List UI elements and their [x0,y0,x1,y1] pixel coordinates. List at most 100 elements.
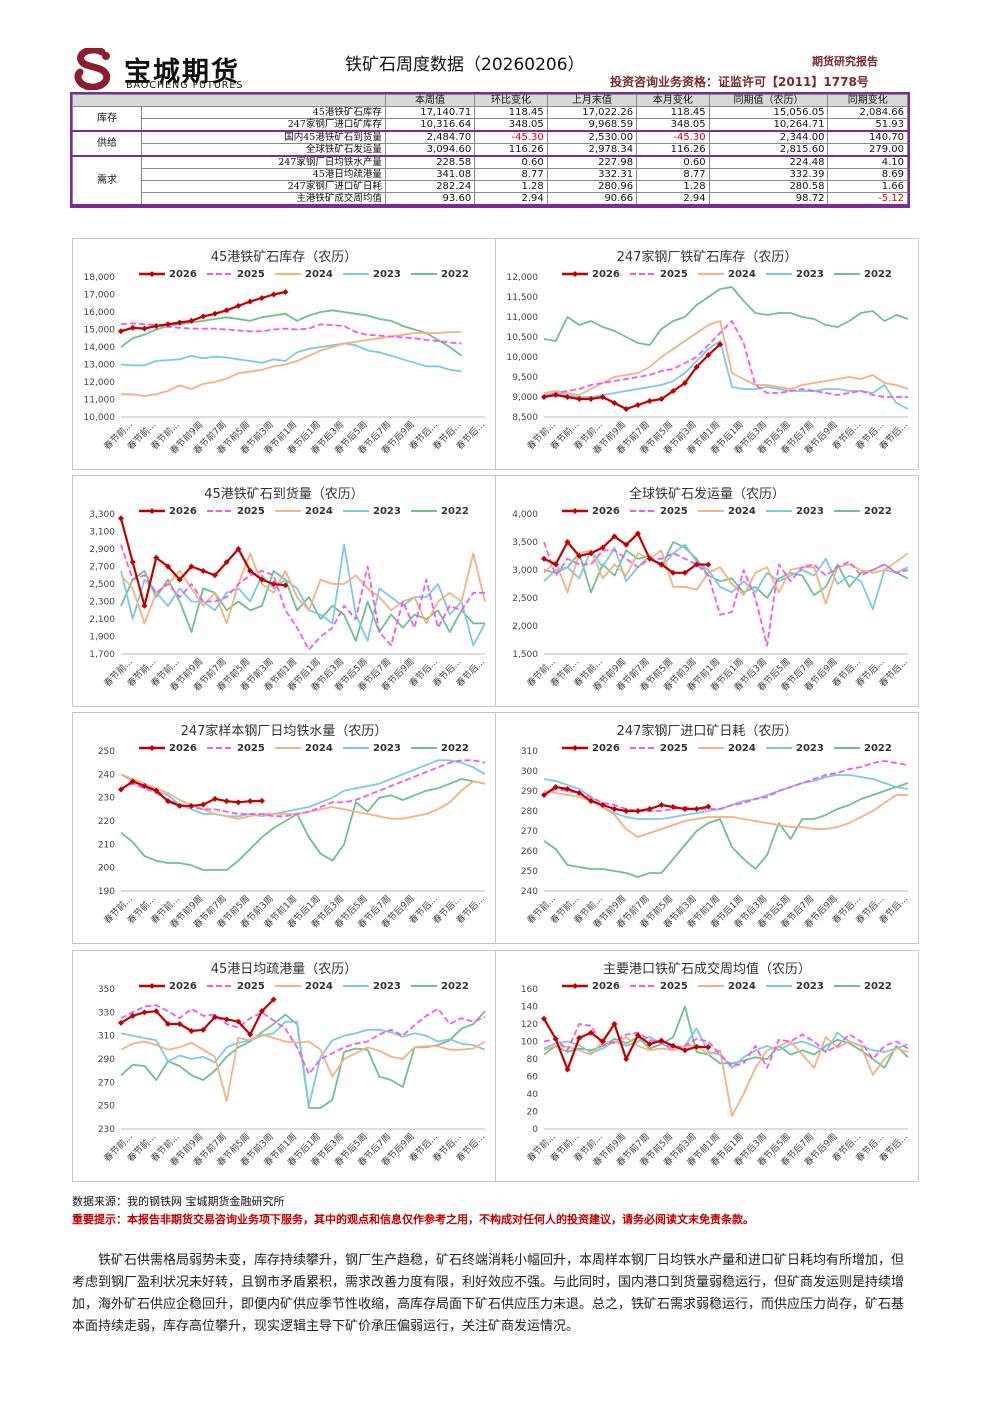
data-point-2026 [576,790,583,796]
data-point-2026 [670,804,677,810]
data-point-2026 [164,798,171,805]
data-point-2026 [211,795,218,802]
series-line-2025 [543,1023,909,1069]
legend-label: 2025 [237,981,265,992]
table-row-label: 45港日均疏港量 [141,168,386,181]
table-row-label: 主港铁矿成交周均值 [141,192,386,206]
series-line-2024 [543,320,909,396]
legend-marker [572,271,578,277]
data-point-2026 [141,602,148,609]
table-header-cell: 本周值 [384,94,476,107]
chart-panel: 全球铁矿石发运量（农历） 1,500 2,000 2,500 3,000 3,500 4,0… [495,475,919,707]
data-point-2026 [176,576,183,583]
data-point-2026 [705,1044,712,1051]
data-point-2026 [153,323,160,329]
table-header-cell: 同期变化 [827,94,908,107]
y-tick-label: 2,500 [89,580,115,590]
series-line-2025 [120,322,462,345]
chart-panel: 45港铁矿石到货量（农历） 1,700 1,900 2,100 2,300 2,500 2,… [72,475,496,707]
series-line-2024 [543,1036,909,1117]
data-point-2026 [541,555,547,562]
y-tick-label: 260 [521,847,538,857]
legend-label: 2022 [441,981,469,992]
series-line-2024 [121,331,462,397]
data-point-2026 [693,364,700,370]
data-point-2026 [141,1009,148,1016]
legend-label: 2023 [796,981,824,992]
data-point-2026 [211,310,218,317]
table-value-cell: 0.60 [636,155,710,169]
data-point-2026 [153,554,160,561]
legend-label: 2022 [441,506,469,517]
table-row-label: 247家钢厂进口矿库存 [141,118,386,132]
data-point-2026 [670,1042,677,1049]
legend-label: 2024 [305,981,333,992]
data-point-2026 [658,1037,665,1044]
table-value-cell: 116.26 [474,143,548,157]
series-line-2025 [120,1004,486,1076]
data-point-2026 [164,1021,171,1027]
legend-label: 2022 [864,269,892,280]
chart-title: 45港铁矿石到货量（农历） [204,486,364,502]
table-value-cell: 224.48 [708,155,829,169]
y-tick-label: 60 [527,1073,539,1083]
data-point-2026 [576,396,583,402]
y-tick-label: 2,100 [89,615,115,625]
table-row: 供给 国内45港铁矿石到货量 2,484.70 -45.30 2,530.00 -45.3… [72,130,908,157]
table-value-cell: 118.45 [636,106,710,119]
y-tick-label: 20 [527,1108,539,1118]
data-point-2026 [141,783,148,789]
legend-label: 2023 [373,269,401,280]
document-title: 铁矿石周度数据（20260206） [345,55,585,75]
y-tick-label: 1,700 [89,650,115,660]
data-point-2026 [611,1021,618,1027]
y-tick-label: 11,000 [84,396,116,406]
data-point-2026 [552,561,559,568]
data-point-2026 [188,317,195,324]
series-line-2024 [120,1033,486,1102]
table-value-cell: 280.96 [546,180,638,193]
company-name-cn: 宝城期货 [124,57,240,88]
y-tick-label: 10,500 [507,333,539,343]
data-point-2026 [576,553,583,559]
data-point-2026 [129,324,136,331]
y-tick-label: 3,500 [512,538,538,548]
y-tick-label: 310 [98,1032,115,1042]
chart-title: 45港铁矿石库存（农历） [211,249,358,265]
data-point-2026 [200,567,207,574]
data-point-2026 [188,563,195,570]
data-point-2026 [623,406,630,412]
y-tick-label: 0 [532,1125,538,1135]
data-point-2026 [681,806,688,812]
y-tick-label: 300 [521,767,538,777]
table-value-cell: 282.24 [384,180,476,193]
y-tick-label: 3,100 [89,528,115,538]
series-line-2022 [120,570,485,642]
chart-title: 247家钢厂铁矿石库存（农历） [617,249,798,265]
legend-marker [572,745,578,751]
table-value-cell: 90.66 [546,192,638,206]
series-line-2023 [120,759,486,818]
series-line-2023 [543,774,909,820]
legend-label: 2026 [169,981,197,992]
legend-label: 2026 [592,743,620,754]
data-point-2026 [681,380,688,386]
data-point-2026 [235,302,242,309]
license-info: 投资咨询业务资格：证监许可【2011】1778号 [610,75,869,89]
legend-label: 2024 [305,743,333,754]
data-point-2026 [623,541,630,548]
legend-label: 2023 [373,506,401,517]
table-category-cell: 需求 [72,155,142,206]
data-point-2026 [587,550,594,557]
y-tick-label: 230 [98,794,115,804]
data-point-2026 [200,801,207,808]
table-value-cell: 2.94 [474,192,548,206]
y-tick-label: 80 [527,1055,539,1065]
legend-marker [149,983,155,989]
table-row: 主港铁矿成交周均值 93.60 2.94 90.66 2.94 98.72 -5.12 [72,192,908,206]
market-summary: 铁矿石供需格局弱势未变，库存持续攀升，钢厂生产趋稳，矿石终端消耗小幅回升，本周样… [72,1253,905,1334]
data-point-2026 [599,394,606,400]
data-point-2026 [564,786,571,792]
legend-label: 2022 [864,981,892,992]
series-line-2026 [119,518,286,607]
